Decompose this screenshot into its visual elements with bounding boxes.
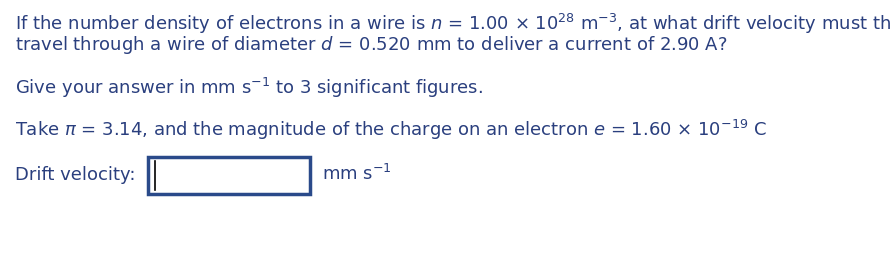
Text: mm s$^{-1}$: mm s$^{-1}$ [322,164,392,184]
Text: Take $\pi$ = 3.14, and the magnitude of the charge on an electron $\mathit{e}$ =: Take $\pi$ = 3.14, and the magnitude of … [15,118,767,142]
Text: If the number density of electrons in a wire is $\mathit{n}$ = 1.00 $\times$ 10$: If the number density of electrons in a … [15,12,892,36]
Text: Give your answer in mm s$^{-1}$ to 3 significant figures.: Give your answer in mm s$^{-1}$ to 3 sig… [15,76,483,100]
Text: Drift velocity:: Drift velocity: [15,166,136,184]
Bar [148,157,310,194]
Text: travel through a wire of diameter $\mathit{d}$ = 0.520 mm to deliver a current o: travel through a wire of diameter $\math… [15,34,728,56]
